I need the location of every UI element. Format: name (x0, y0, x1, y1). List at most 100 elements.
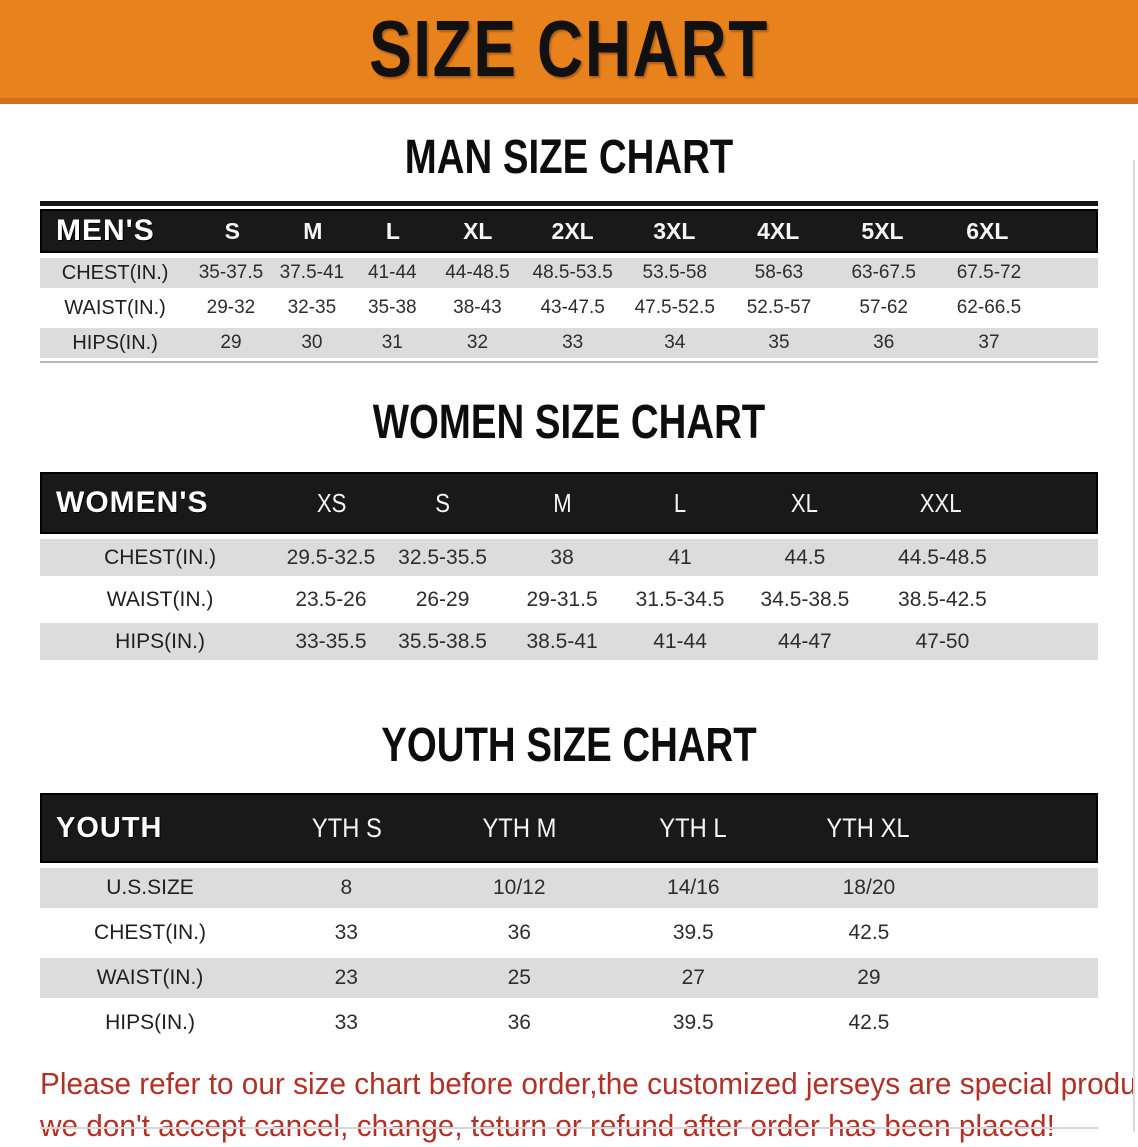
row-label: CHEST(IN.) (104, 545, 217, 569)
measurement-cell: 44.5 (784, 545, 826, 569)
measurement-cell: 38-43 (453, 297, 502, 318)
row-label: WAIST(IN.) (106, 587, 214, 611)
measurement-cell: 27 (681, 966, 705, 989)
measurement-cell: 47.5-52.5 (634, 297, 715, 318)
measurement-cell: 39.5 (672, 921, 714, 944)
measurement-cell: 36 (507, 921, 531, 944)
right-edge-artifact (1133, 160, 1135, 1132)
measurement-cell: 31 (381, 332, 403, 353)
measurement-row: HIPS(IN.) 33 36 39.5 42.5 (40, 1003, 1098, 1043)
size-column-header: XXL (920, 487, 962, 518)
measurement-row: WAIST(IN.) 29-32 32-35 35-38 38-43 43-47.5 47.… (40, 293, 1098, 323)
measurement-cell: 29-31.5 (526, 587, 598, 611)
measurement-cell: 57-62 (859, 297, 908, 318)
group-label: MEN'S (56, 214, 155, 247)
table-header-row: MEN'S S M L XL 2XL 3XL 4XL 5XL 6XL (40, 209, 1098, 253)
measurement-cell: 26-29 (415, 587, 470, 611)
table-body: CHEST(IN.) 35-37.5 37.5-41 41-44 44-48.5 48.5… (40, 258, 1098, 363)
measurement-cell: 34.5-38.5 (760, 587, 850, 611)
measurement-cell: 14/16 (667, 876, 720, 899)
youth-size-table: YOUTH YTH S YTH M YTH L YTH XL U.S.SIZE 8 10/12… (40, 793, 1098, 1043)
measurement-cell: 47-50 (915, 629, 970, 653)
measurement-row: CHEST(IN.) 29.5-32.5 32.5-35.5 38 41 44.5 44.5… (40, 539, 1098, 576)
measurement-cell: 23 (334, 966, 358, 989)
bottom-edge-artifact (40, 1127, 1098, 1129)
measurement-cell: 52.5-57 (746, 297, 812, 318)
measurement-cell: 33-35.5 (295, 629, 367, 653)
measurement-cell: 10/12 (492, 876, 546, 899)
measurement-row: U.S.SIZE 8 10/12 14/16 18/20 (40, 868, 1098, 908)
measurement-cell: 34 (664, 332, 686, 353)
youth-section: YOUTH SIZE CHART YOUTH YTH S YTH M YTH L YTH… (0, 718, 1138, 1043)
disclaimer-line-1: Please refer to our size chart before or… (40, 1066, 1138, 1101)
measurement-row: WAIST(IN.) 23 25 27 29 (40, 958, 1098, 998)
measurement-cell: 33 (334, 921, 358, 944)
measurement-cell: 29-32 (206, 297, 256, 318)
measurement-cell: 42.5 (848, 1011, 890, 1034)
size-column-header: XL (463, 217, 493, 244)
measurement-cell: 62-66.5 (956, 297, 1022, 318)
measurement-cell: 38.5-42.5 (898, 587, 987, 611)
table-header-row: WOMEN'S XS S M L XL XXL (40, 472, 1098, 534)
men-size-table: MEN'S S M L XL 2XL 3XL 4XL 5XL 6XL CHEST(IN.) 35-37… (40, 201, 1098, 363)
disclaimer-line-2: we don't accept cancel, change, teturn o… (40, 1108, 1055, 1143)
measurement-cell: 48.5-53.5 (532, 262, 613, 283)
measurement-cell: 32 (466, 332, 489, 353)
measurement-cell: 58-63 (754, 262, 804, 283)
row-label: HIPS(IN.) (115, 629, 205, 653)
measurement-cell: 38 (550, 545, 574, 569)
measurement-cell: 41-44 (653, 629, 707, 653)
measurement-cell: 33 (334, 1011, 358, 1034)
size-column-header: XS (317, 487, 347, 518)
size-column-header: S (224, 217, 240, 244)
measurement-row: HIPS(IN.) 29 30 31 32 33 34 35 36 37 (40, 328, 1098, 358)
size-column-header: 4XL (757, 217, 800, 244)
size-column-header: 3XL (653, 217, 696, 244)
measurement-cell: 44-47 (778, 629, 832, 653)
size-column-header: L (673, 487, 686, 518)
measurement-cell: 44.5-48.5 (898, 545, 987, 569)
group-label: WOMEN'S (56, 486, 209, 519)
row-label: HIPS(IN.) (105, 1011, 195, 1034)
measurement-cell: 29 (220, 332, 242, 353)
row-label: CHEST(IN.) (94, 921, 207, 944)
measurement-cell: 38.5-41 (526, 629, 598, 653)
size-column-header: S (435, 487, 451, 518)
measurement-cell: 67.5-72 (956, 262, 1022, 283)
table-body: CHEST(IN.) 29.5-32.5 32.5-35.5 38 41 44.5 44.5… (40, 539, 1098, 660)
banner: SIZE CHART (0, 0, 1138, 104)
measurement-cell: 31.5-34.5 (635, 587, 725, 611)
measurement-cell: 8 (340, 876, 353, 899)
measurement-cell: 41-44 (367, 262, 417, 283)
youth-section-title: YOUTH SIZE CHART (381, 719, 757, 772)
row-label: WAIST(IN.) (96, 966, 204, 989)
measurement-cell: 30 (301, 332, 323, 353)
size-column-header: 2XL (551, 217, 594, 244)
measurement-cell: 41 (668, 545, 692, 569)
measurement-cell: 53.5-58 (642, 262, 707, 283)
size-column-header: M (552, 487, 572, 518)
size-column-header: YTH M (482, 812, 557, 843)
measurement-cell: 35-37.5 (198, 262, 264, 283)
disclaimer: Please refer to our size chart before or… (40, 1063, 1138, 1147)
women-size-table: WOMEN'S XS S M L XL XXL CHEST(IN.) 29.5-32.5 32.5… (40, 472, 1098, 660)
measurement-cell: 42.5 (848, 921, 890, 944)
measurement-cell: 32.5-35.5 (398, 545, 487, 569)
size-column-header: YTH L (659, 812, 727, 843)
measurement-cell: 35.5-38.5 (398, 629, 487, 653)
measurement-row: HIPS(IN.) 33-35.5 35.5-38.5 38.5-41 41-44 44-… (40, 623, 1098, 660)
measurement-cell: 29 (857, 966, 881, 989)
table-body: U.S.SIZE 8 10/12 14/16 18/20 CHEST(IN.) 33 36 39… (40, 868, 1098, 1043)
size-column-header: L (385, 217, 400, 244)
measurement-row: CHEST(IN.) 33 36 39.5 42.5 (40, 913, 1098, 953)
women-section: WOMEN SIZE CHART WOMEN'S XS S M L XL XXL CHEST(… (0, 395, 1138, 660)
measurement-row: CHEST(IN.) 35-37.5 37.5-41 41-44 44-48.5 48.5… (40, 258, 1098, 288)
measurement-cell: 29.5-32.5 (286, 545, 376, 569)
measurement-cell: 18/20 (842, 876, 896, 899)
measurement-cell: 43-47.5 (540, 297, 605, 318)
measurement-cell: 44-48.5 (445, 262, 510, 283)
measurement-row: WAIST(IN.) 23.5-26 26-29 29-31.5 31.5-34.5 34… (40, 581, 1098, 618)
size-column-header: XL (790, 487, 818, 518)
row-label: U.S.SIZE (106, 876, 194, 899)
